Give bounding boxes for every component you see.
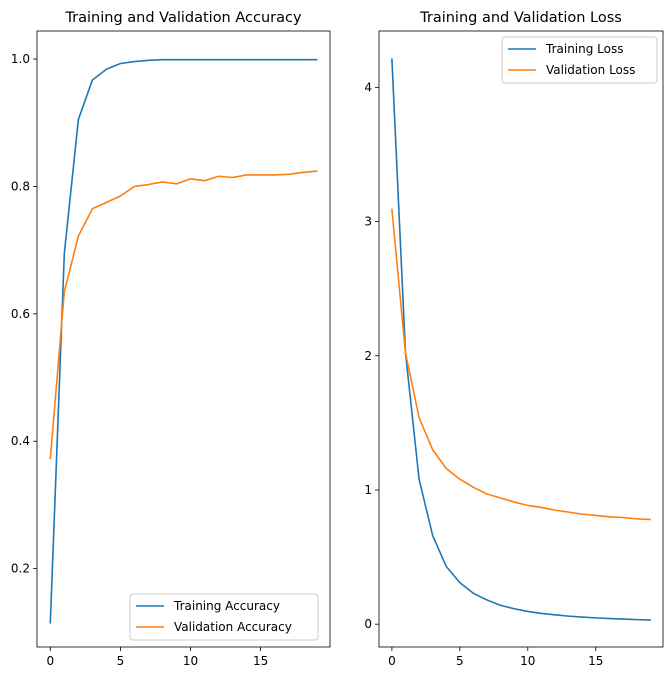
legend-label: Validation Loss: [546, 63, 635, 77]
chart-title: Training and Validation Loss: [419, 10, 622, 26]
y-tick-label: 0.2: [11, 562, 30, 576]
y-tick-label: 0.4: [11, 434, 30, 448]
y-tick-label: 1.0: [11, 52, 30, 66]
legend-label: Training Loss: [545, 42, 623, 56]
series-line-2: [49, 170, 318, 460]
series-line-1: [391, 58, 651, 621]
x-tick-label: 5: [117, 654, 125, 668]
legend-box: [129, 593, 319, 641]
chart-2: Training and Validation Loss 0 5 10 15 0 1 2 3 4 T…: [364, 10, 664, 668]
x-tick-label: 5: [456, 654, 464, 668]
y-tick-label: 0.8: [11, 179, 30, 193]
y-tick-label: 3: [364, 215, 372, 229]
legend: Training Loss Validation Loss: [501, 36, 658, 84]
x-tick-label: 15: [588, 654, 603, 668]
x-tick-label: 0: [388, 654, 396, 668]
legend-label: Training Accuracy: [173, 599, 280, 613]
y-tick-label: 0: [364, 617, 372, 631]
y-tick-label: 2: [364, 349, 372, 363]
x-tick-label: 0: [46, 654, 54, 668]
plot-frame: [36, 30, 331, 648]
plot-frame: [378, 30, 664, 648]
x-tick-label: 10: [183, 654, 198, 668]
series-line-1: [49, 58, 318, 624]
x-tick-label: 10: [520, 654, 535, 668]
legend-box: [501, 36, 658, 84]
legend: Training Accuracy Validation Accuracy: [129, 593, 319, 641]
legend-label: Validation Accuracy: [174, 620, 292, 634]
series-line-2: [391, 208, 651, 521]
chart-title: Training and Validation Accuracy: [64, 10, 302, 26]
chart-1: Training and Validation Accuracy 0 5 10 15 0.…: [11, 10, 331, 668]
y-tick-label: 4: [364, 80, 372, 94]
x-tick-label: 15: [253, 654, 268, 668]
y-tick-label: 1: [364, 483, 372, 497]
y-tick-label: 0.6: [11, 307, 30, 321]
